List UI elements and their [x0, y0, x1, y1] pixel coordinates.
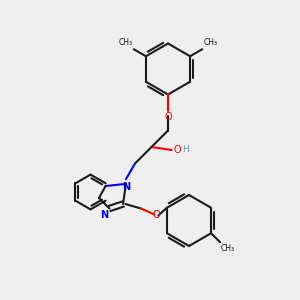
Text: CH₃: CH₃: [118, 38, 132, 47]
Text: CH₃: CH₃: [221, 244, 235, 253]
Text: O: O: [164, 112, 172, 122]
Text: H: H: [182, 145, 189, 154]
Text: N: N: [122, 182, 130, 191]
Text: N: N: [100, 210, 108, 220]
Text: CH₃: CH₃: [204, 38, 218, 47]
Text: O: O: [152, 209, 160, 220]
Text: O: O: [173, 145, 181, 155]
